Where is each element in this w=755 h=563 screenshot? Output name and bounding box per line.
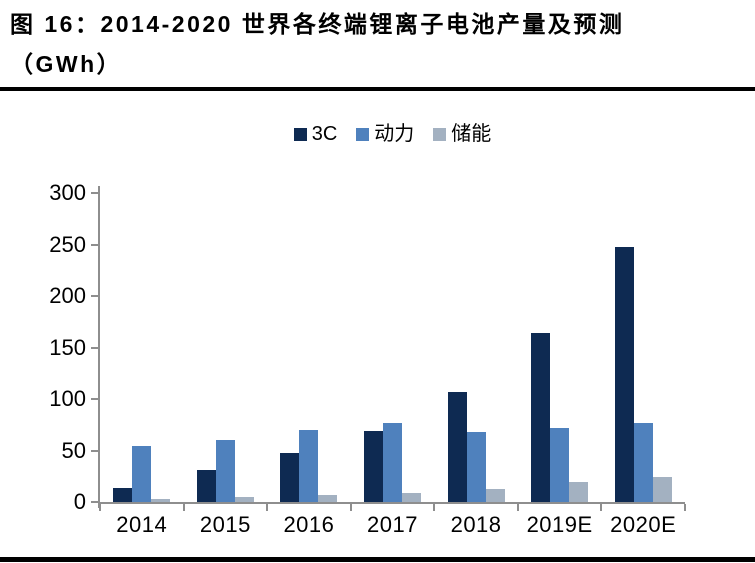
y-tick-label: 200: [49, 283, 86, 308]
x-axis-tick: [266, 504, 269, 511]
x-tick-label: 2016: [283, 512, 335, 537]
legend-label: 储能: [451, 123, 492, 145]
x-axis-tick: [182, 504, 185, 511]
bar-动力-2018: [466, 431, 486, 502]
bar-3C-2014: [113, 487, 133, 502]
bar-3C-2019E: [531, 333, 551, 502]
legend-swatch-icon: [356, 127, 370, 141]
x-tick-label: 2019E: [526, 512, 593, 537]
y-axis-tick: [91, 501, 98, 503]
chart-legend: 3C 动力 储能: [100, 121, 685, 147]
bar-group-2017: [351, 193, 435, 502]
bar-储能-2019E: [569, 482, 589, 502]
legend-label: 3C: [311, 123, 338, 145]
bar-group-2018: [434, 193, 518, 502]
bar-3C-2020E: [614, 246, 634, 502]
legend-swatch-icon: [293, 127, 307, 141]
figure-title-line-1: 图 16：2014-2020 世界各终端锂离子电池产量及预测: [10, 11, 625, 37]
bar-动力-2020E: [633, 422, 653, 502]
bar-储能-2015: [234, 496, 254, 502]
x-axis-tick: [600, 504, 603, 511]
x-axis-tick: [349, 504, 352, 511]
x-axis-tick: [99, 504, 101, 511]
x-tick-label: 2014: [116, 512, 168, 537]
y-tick-label: 100: [49, 386, 86, 411]
y-axis-tick: [91, 449, 98, 452]
x-axis-line: [98, 502, 685, 504]
x-axis-tick: [684, 504, 686, 511]
bar-group-2014: [100, 193, 184, 502]
bar-group-2015: [184, 193, 268, 502]
bar-动力-2014: [132, 446, 152, 502]
y-axis-tick: [91, 243, 98, 246]
bar-group-2019E: [518, 193, 602, 502]
x-tick-label: 2017: [367, 512, 418, 537]
legend-swatch-icon: [433, 127, 447, 141]
legend-item-动力: 动力: [356, 124, 414, 144]
bar-储能-2016: [318, 494, 338, 502]
bar-储能-2020E: [652, 477, 672, 502]
bar-group-2016: [267, 193, 351, 502]
x-axis-tick: [433, 504, 436, 511]
legend-item-3C: 3C: [293, 123, 338, 145]
bar-3C-2017: [363, 430, 383, 502]
x-axis-tick: [516, 504, 519, 511]
bar-动力-2015: [215, 440, 235, 502]
bar-储能-2017: [401, 492, 421, 502]
y-axis-tick: [91, 346, 98, 349]
y-tick-label: 250: [49, 231, 86, 257]
figure-title-line-2: （GWh）: [10, 51, 123, 77]
bar-储能-2014: [151, 498, 171, 502]
y-axis-tick: [91, 295, 98, 297]
x-tick-label: 2015: [199, 512, 251, 537]
x-tick-label: 2020E: [610, 512, 677, 537]
y-axis-tick: [91, 398, 98, 400]
bar-动力-2016: [299, 429, 319, 502]
bar-3C-2018: [447, 391, 467, 502]
figure-title: 图 16：2014-2020 世界各终端锂离子电池产量及预测 （GWh）: [10, 4, 750, 84]
legend-label: 动力: [374, 123, 415, 145]
y-tick-label: 300: [49, 180, 86, 205]
bar-动力-2019E: [550, 427, 570, 502]
y-tick-label: 50: [61, 437, 86, 463]
legend-item-储能: 储能: [433, 124, 491, 144]
y-axis-tick: [91, 192, 98, 194]
title-divider-rule: [0, 87, 755, 91]
y-tick-label: 150: [49, 334, 86, 360]
bottom-border-rule: [0, 557, 755, 562]
y-tick-label: 0: [73, 489, 86, 514]
bar-动力-2017: [382, 422, 402, 502]
x-tick-label: 2018: [450, 512, 502, 537]
bar-储能-2018: [485, 488, 505, 502]
y-axis-line: [98, 186, 100, 508]
bar-group-2020E: [601, 193, 685, 502]
bar-3C-2016: [280, 452, 300, 502]
plot-area: 0 50 100 150 200 250 300 2014 2015 2016 2017 2018 20…: [49, 180, 686, 537]
bar-3C-2015: [196, 470, 216, 502]
